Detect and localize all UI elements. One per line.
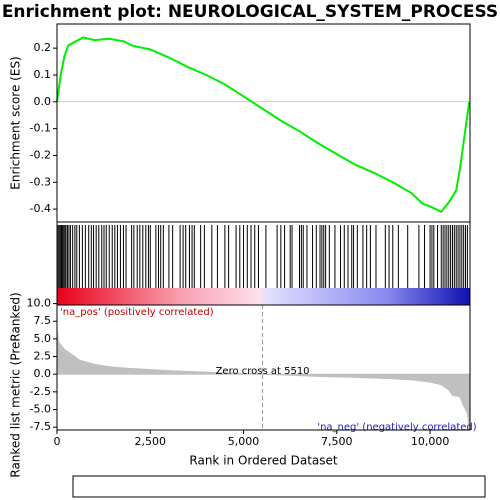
y-tick-label: -7.5 [30,420,51,433]
annotation: 'na_neg' (negatively correlated) [317,422,476,433]
x-axis-label: Rank in Ordered Dataset [189,454,337,468]
plot-area: -0.4 -0.3 -0.2 -0.1 0.0 0.1 0.2 Enrichment scor… [9,36,477,494]
y-axis-label: Enrichment score (ES) [9,56,23,189]
y-tick-label: 0.1 [34,68,52,81]
y-tick-label: 10.0 [27,297,52,310]
x-tick-label: 2,500 [135,435,167,448]
legend-box [72,475,486,498]
x-tick-label: 7,500 [321,435,353,448]
y-tick-label: -5.0 [30,403,51,416]
y-tick-label: 0.2 [34,41,52,54]
y-tick-label: -0.1 [30,122,51,135]
color-bar [57,288,470,305]
y-tick-label: -0.3 [30,175,51,188]
x-tick-label: 0 [54,435,61,448]
y-tick-label: -0.4 [30,202,51,215]
y-tick-label: 0.0 [34,367,52,380]
chart-title: Enrichment plot: NEUROLOGICAL_SYSTEM_PRO… [2,2,498,22]
es-line [56,36,471,214]
metric-area [56,330,470,430]
annotation: Zero cross at 5510 [216,366,310,377]
annotation: 'na_pos' (positively correlated) [60,307,214,318]
y-tick-label: -0.2 [30,148,51,161]
y-tick-label: 0.0 [34,95,52,108]
y-tick-label: 2.5 [34,350,52,363]
y-tick-label: -2.5 [30,385,51,398]
y-tick-label: 5.0 [34,332,52,345]
metric-frame [56,304,471,431]
x-tick-label: 10,000 [411,435,450,448]
y-axis-label: Ranked list metric (PreRanked) [9,292,23,477]
x-tick-label: 5,000 [228,435,260,448]
y-tick-label: 7.5 [34,314,52,327]
